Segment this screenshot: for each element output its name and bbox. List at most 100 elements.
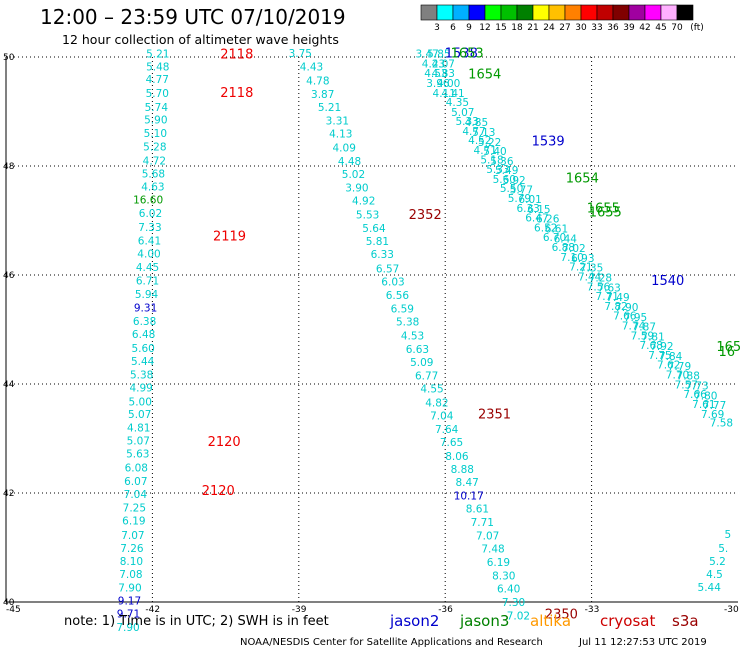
y-tick-label: 40	[3, 598, 15, 608]
swh-label: 6.19	[487, 557, 510, 569]
swh-label: 16.60	[133, 195, 163, 207]
swh-label: 5.2	[709, 556, 726, 568]
y-tick-labels: 40 42 44 46 48 50	[3, 53, 15, 608]
satellite-legend-jason2: jason2	[389, 612, 439, 630]
swh-label: 5.36	[490, 156, 514, 168]
swh-label: 7.25	[123, 503, 146, 515]
swh-label: 6.61	[545, 223, 568, 235]
swh-label: 5.33	[486, 164, 509, 176]
swh-label: 5.81	[366, 236, 389, 248]
scale-label: 12	[479, 23, 490, 33]
swh-label: 6.02	[139, 208, 162, 220]
swh-label: 7.90	[615, 302, 638, 314]
swh-label: 4.83	[432, 68, 455, 80]
swh-label: 4.78	[306, 75, 329, 87]
swh-label: 4.53	[424, 68, 447, 80]
swh-label: 6.19	[122, 516, 145, 528]
satellite-legend-s3a: s3a	[672, 612, 699, 630]
swh-label: 6.52	[534, 222, 557, 234]
swh-label: 3.87	[311, 89, 334, 101]
swh-label: 6.56	[386, 290, 410, 302]
time-label: 1539	[532, 134, 565, 149]
x-tick-label: -33	[585, 605, 600, 615]
y-tick-label: 48	[3, 162, 15, 172]
scale-swatch	[596, 4, 614, 21]
time-label: 1655	[589, 206, 622, 221]
swh-label: 5.09	[410, 357, 433, 369]
swh-label: 4.82	[425, 397, 448, 409]
swh-label: 3.31	[326, 116, 349, 128]
swh-label: 5.90	[144, 114, 167, 126]
scale-label: 36	[607, 23, 619, 33]
swh-label: 5.28	[143, 142, 166, 154]
swh-label: 6.33	[371, 249, 394, 261]
swh-label: 10.17	[454, 491, 484, 503]
swh-label: 8.61	[466, 504, 489, 516]
swh-label: 6.41	[138, 235, 161, 247]
swh-label: 7.48	[481, 543, 504, 555]
swh-label: 7.04	[430, 410, 454, 422]
swh-label: 4.5	[706, 569, 723, 581]
swh-label: 4.43	[300, 62, 323, 74]
scale-label: 42	[639, 23, 650, 33]
swh-label: 7.56	[587, 281, 611, 293]
swh-label: 5.07	[127, 435, 150, 447]
color-scale-legend: 3 6 9 12 15 18 21 24 27 30 33 36 39 42 45 70 (ft)	[420, 4, 704, 33]
swh-label: 8.10	[120, 556, 143, 568]
swh-label: 5.21	[318, 102, 341, 114]
swh-label: 7.02	[562, 243, 585, 255]
swh-label: 6.08	[125, 463, 148, 475]
chart-title: 12:00 – 23:59 UTC 07/10/2019	[40, 5, 346, 29]
chart-subtitle: 12 hour collection of altimeter wave hei…	[62, 32, 339, 47]
time-label: 2118	[220, 48, 253, 63]
swh-label: 8.47	[455, 477, 478, 489]
track-2: 3.75 4.434.78 3.875.21 3.314.134.09 4.485.02…	[289, 48, 578, 622]
swh-label: 7.71	[596, 291, 619, 303]
swh-label: 6.38	[133, 316, 156, 328]
swh-label: 6.59	[391, 304, 414, 316]
swh-label: 7.63	[597, 282, 620, 294]
swh-label: 5.00	[129, 396, 152, 408]
swh-label: 5.44	[698, 582, 722, 594]
time-label: 2351	[478, 407, 511, 422]
swh-label: 5.49	[495, 165, 518, 177]
scale-swatch	[628, 4, 646, 21]
swh-label: 7.87	[633, 322, 656, 334]
swh-label: 7.81	[641, 331, 664, 343]
scale-label: (ft)	[690, 23, 704, 33]
swh-label: 7.92	[650, 341, 673, 353]
scale-swatch	[660, 4, 678, 21]
swh-label: 5.48	[146, 62, 169, 74]
swh-label: 7.21	[569, 262, 592, 274]
swh-label: 7.08	[119, 569, 142, 581]
satellite-legend: jason2 jason3 altika cryosat s3a	[389, 612, 699, 630]
swh-label: 7.90	[116, 622, 139, 634]
swh-label: 7.80	[694, 390, 717, 402]
scale-swatch	[612, 4, 630, 21]
swh-label: 5.21	[146, 49, 169, 61]
swh-label: 4.35	[446, 97, 469, 109]
swh-label: 7.30	[502, 597, 525, 609]
scale-swatch	[436, 4, 454, 21]
swh-label: 7.70	[666, 370, 689, 382]
swh-label: 3.90	[345, 183, 368, 195]
swh-label: 5.22	[478, 137, 501, 149]
swh-label: 6.71	[136, 275, 159, 287]
scale-label: 33	[591, 23, 602, 33]
scale-label: 18	[511, 23, 523, 33]
scale-label: 21	[527, 23, 538, 33]
swh-label: 7.95	[624, 312, 647, 324]
swh-label: 5.02	[342, 169, 365, 181]
swh-label: 7.33	[138, 222, 161, 234]
swh-label: 5.64	[362, 223, 386, 235]
scale-swatch	[644, 4, 662, 21]
scale-label: 30	[575, 23, 587, 33]
time-label: 2118	[220, 86, 253, 101]
swh-label: 4.71	[474, 145, 497, 157]
swh-label: 6.01	[518, 194, 541, 206]
swh-label: 6.15	[527, 204, 550, 216]
swh-label: 6.03	[381, 276, 404, 288]
swh-label: 7.04	[124, 489, 148, 501]
swh-label: 6.77	[415, 371, 438, 383]
swh-label: 6.57	[376, 263, 399, 275]
